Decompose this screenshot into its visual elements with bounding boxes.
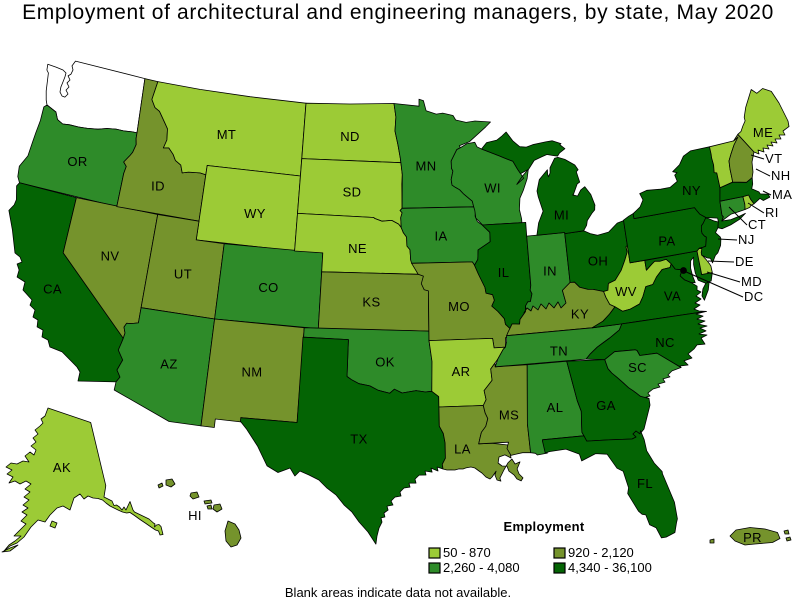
svg-text:VA: VA [664, 289, 681, 304]
svg-text:NY: NY [682, 183, 701, 198]
svg-text:OK: OK [375, 355, 395, 370]
svg-text:WV: WV [615, 284, 637, 299]
svg-text:MN: MN [415, 159, 436, 174]
svg-text:TX: TX [350, 432, 367, 447]
svg-text:50 - 870: 50 - 870 [443, 545, 491, 560]
svg-text:OH: OH [588, 254, 608, 269]
svg-text:MO: MO [448, 299, 470, 314]
svg-text:KS: KS [362, 295, 380, 310]
svg-text:SD: SD [343, 185, 362, 200]
svg-text:IA: IA [434, 229, 447, 244]
svg-text:PA: PA [658, 234, 675, 249]
svg-text:DE: DE [735, 254, 754, 269]
svg-text:WY: WY [244, 206, 266, 221]
svg-text:Blank areas indicate data not: Blank areas indicate data not available. [285, 585, 511, 600]
svg-text:GA: GA [596, 398, 616, 413]
svg-text:RI: RI [765, 205, 779, 220]
svg-text:MI: MI [554, 208, 569, 223]
svg-text:MA: MA [772, 187, 792, 202]
svg-text:FL: FL [637, 476, 653, 491]
svg-text:NM: NM [241, 365, 262, 380]
svg-text:LA: LA [454, 442, 471, 457]
svg-text:IL: IL [498, 265, 510, 280]
svg-text:Employment of architectural an: Employment of architectural and engineer… [22, 1, 774, 24]
svg-text:UT: UT [174, 267, 192, 282]
svg-text:CO: CO [258, 280, 278, 295]
svg-text:4,340 - 36,100: 4,340 - 36,100 [568, 560, 652, 575]
svg-text:WI: WI [484, 181, 501, 196]
svg-text:NC: NC [655, 335, 675, 350]
svg-text:NH: NH [771, 168, 791, 183]
svg-text:920 - 2,120: 920 - 2,120 [568, 545, 634, 560]
svg-text:AZ: AZ [160, 357, 177, 372]
svg-text:NJ: NJ [738, 232, 755, 247]
svg-text:NE: NE [348, 241, 367, 256]
svg-text:ME: ME [753, 125, 773, 140]
svg-text:HI: HI [188, 508, 202, 523]
svg-text:KY: KY [571, 307, 589, 322]
svg-text:OR: OR [67, 154, 87, 169]
svg-text:NV: NV [101, 249, 120, 264]
svg-text:VT: VT [765, 151, 782, 166]
svg-text:MS: MS [499, 408, 519, 423]
svg-text:AL: AL [547, 400, 564, 415]
svg-text:2,260 - 4,080: 2,260 - 4,080 [443, 560, 520, 575]
svg-text:AR: AR [452, 364, 471, 379]
svg-text:Employment: Employment [503, 519, 584, 534]
svg-text:ID: ID [151, 179, 165, 194]
svg-text:AK: AK [53, 460, 71, 475]
svg-text:ND: ND [340, 129, 360, 144]
svg-text:PR: PR [743, 530, 762, 545]
svg-text:CT: CT [748, 217, 766, 232]
svg-text:CA: CA [43, 282, 62, 297]
svg-text:DC: DC [744, 289, 764, 304]
svg-text:TN: TN [550, 344, 568, 359]
svg-text:IN: IN [543, 264, 557, 279]
svg-text:MT: MT [217, 127, 237, 142]
svg-text:MD: MD [741, 274, 762, 289]
svg-text:SC: SC [628, 360, 647, 375]
